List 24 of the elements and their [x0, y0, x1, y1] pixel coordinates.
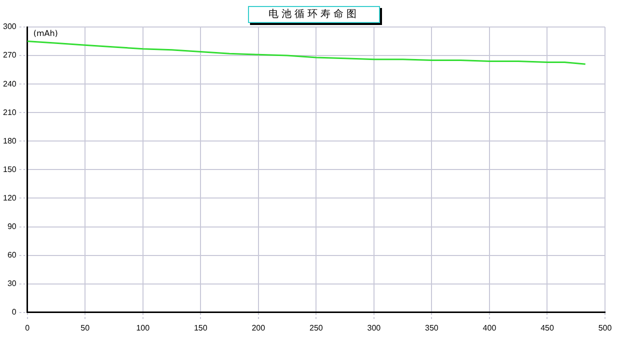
y-tick-label: 300: [2, 22, 17, 32]
y-tick-label: 270: [2, 50, 17, 60]
y-tick-label: 0: [12, 308, 17, 317]
x-tick-label: 200: [252, 323, 266, 332]
x-tick-label: 100: [136, 323, 150, 332]
y-tick-label: 30: [7, 279, 17, 288]
x-tick-label: 50: [80, 323, 90, 332]
x-tick-label: 300: [367, 323, 382, 332]
x-tick-label: 0: [25, 323, 30, 332]
y-tick-label: 60: [7, 250, 17, 260]
y-tick-label: 90: [7, 222, 17, 231]
y-tick-label: 180: [2, 136, 17, 146]
x-tick-label: 450: [540, 323, 554, 332]
x-tick-label: 500: [598, 323, 612, 332]
y-tick-label: 240: [2, 79, 17, 88]
y-tick-label: 210: [2, 108, 17, 117]
y-axis-title: (mAh): [33, 29, 58, 38]
x-tick-label: 400: [482, 323, 497, 332]
x-tick-label: 250: [309, 323, 324, 332]
x-tick-label: 350: [425, 323, 439, 332]
chart-title: 电池循环寿命图: [248, 6, 380, 23]
y-tick-label: 150: [2, 164, 17, 174]
y-tick-label: 120: [2, 193, 17, 202]
x-tick-label: 150: [194, 323, 208, 332]
